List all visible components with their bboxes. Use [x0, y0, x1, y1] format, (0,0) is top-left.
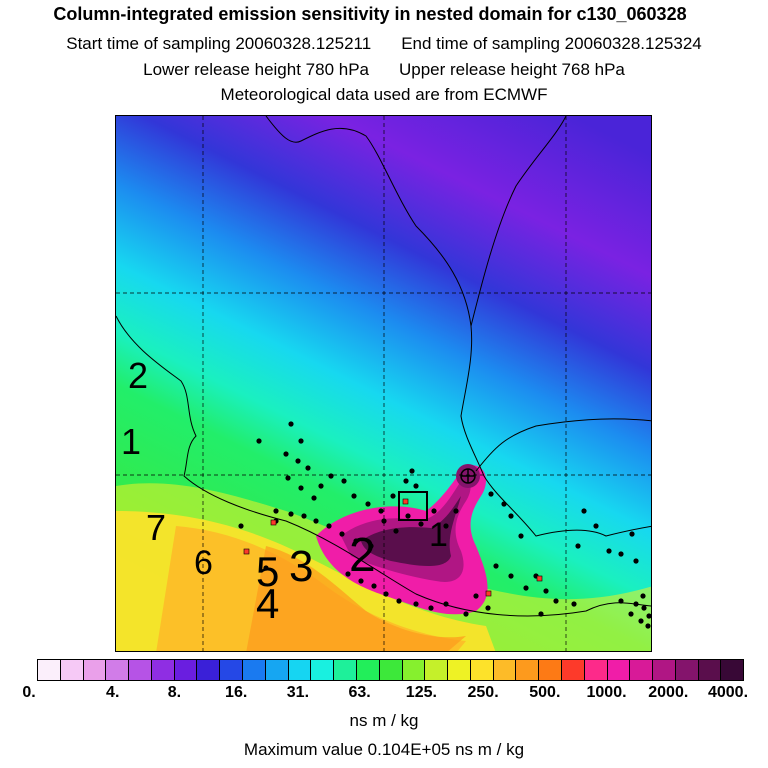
start-time-label: Start time of sampling 20060328.125211 [66, 34, 372, 53]
color-scale-tick-label: 63. [348, 684, 371, 701]
cluster-label-2a: 2 [128, 355, 148, 396]
highlighted-stations [243, 498, 543, 597]
maximum-value-label: Maximum value 0.104E+05 ns m / kg [243, 740, 525, 759]
color-swatch [106, 660, 130, 680]
station-dots [238, 421, 651, 629]
color-swatch [653, 660, 676, 680]
cluster-label-4: 4 [256, 580, 279, 627]
release-heights: Lower release height 780 hPa Upper releas… [0, 60, 768, 80]
met-data-label: Meteorological data used are from ECMWF [220, 85, 548, 104]
color-swatch [402, 660, 426, 680]
color-swatch [334, 660, 357, 680]
color-scale-tick-label: 1000. [586, 684, 627, 701]
color-scale-tick-label: 16. [225, 684, 248, 701]
color-swatch [425, 660, 449, 680]
sensitivity-map: 2 1 7 6 5 4 3 2 1 [115, 115, 652, 652]
color-swatch [220, 660, 244, 680]
color-swatch [516, 660, 540, 680]
color-swatch [129, 660, 152, 680]
cluster-label-5: 5 [256, 548, 279, 595]
cluster-label-1a: 1 [121, 421, 141, 462]
cluster-label-1b: 1 [429, 516, 448, 554]
cluster-label-3: 3 [289, 542, 313, 591]
max-sensitivity-region [361, 496, 461, 566]
sampling-times: Start time of sampling 20060328.125211 En… [0, 34, 768, 54]
color-swatch [448, 660, 471, 680]
color-swatch [493, 660, 517, 680]
map-canvas: 2 1 7 6 5 4 3 2 1 [116, 116, 651, 651]
color-swatch [60, 660, 84, 680]
color-swatch [561, 660, 585, 680]
color-swatch [265, 660, 289, 680]
color-swatch [584, 660, 608, 680]
color-swatch [197, 660, 221, 680]
color-scale-tick-label: 4000. [707, 684, 749, 701]
color-scale-bar [37, 659, 744, 681]
color-scale-tick-label: 250. [467, 684, 499, 701]
color-swatch [288, 660, 312, 680]
color-scale-tick-label: 31. [286, 684, 310, 701]
cluster-label-7: 7 [146, 507, 166, 548]
color-swatch [470, 660, 494, 680]
color-swatch [675, 660, 699, 680]
color-swatch [151, 660, 175, 680]
map-title: Column-integrated emission sensitivity i… [53, 4, 687, 24]
color-scale-tick-label: 2000. [648, 684, 689, 701]
color-scale-tick-label: 8. [167, 684, 182, 701]
color-swatch [539, 660, 562, 680]
color-scale-tick-label: 4. [106, 684, 120, 701]
color-swatch [243, 660, 266, 680]
color-swatch [83, 660, 107, 680]
release-point-marker [460, 468, 476, 484]
color-scale-tick-label: 0. [22, 684, 36, 701]
color-swatch [356, 660, 380, 680]
cluster-label-6: 6 [194, 544, 213, 582]
color-swatch [698, 660, 722, 680]
color-swatch [607, 660, 631, 680]
cluster-label-2b: 2 [349, 529, 376, 582]
color-swatch [38, 660, 61, 680]
cluster-labels: 2 1 7 6 5 4 3 2 1 [121, 355, 448, 627]
color-swatch [174, 660, 198, 680]
color-swatch [311, 660, 335, 680]
color-swatch [630, 660, 654, 680]
color-scale-tick-label: 500. [529, 684, 561, 701]
color-scale-unit: ns m / kg [349, 711, 419, 730]
color-swatch [379, 660, 403, 680]
coastlines [116, 116, 651, 617]
color-swatch [721, 660, 744, 680]
receptor-box [398, 491, 428, 521]
end-time-label: End time of sampling 20060328.125324 [401, 34, 702, 53]
graticule [116, 116, 651, 651]
lower-release-label: Lower release height 780 hPa [143, 60, 369, 79]
deep-orange-region [246, 546, 466, 651]
upper-release-label: Upper release height 768 hPa [399, 60, 625, 79]
color-scale-tick-label: 125. [405, 684, 437, 701]
